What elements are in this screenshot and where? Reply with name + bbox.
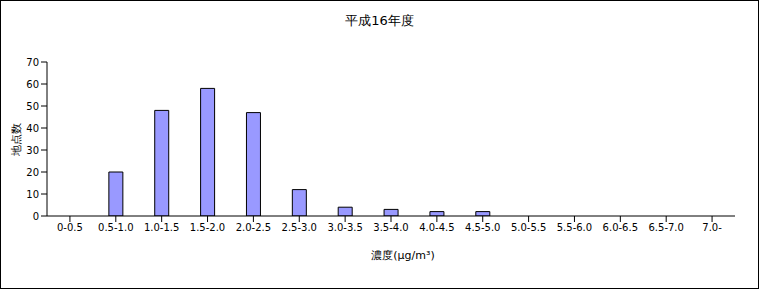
svg-text:1.5-2.0: 1.5-2.0 (190, 222, 225, 233)
svg-text:6.0-6.5: 6.0-6.5 (603, 222, 638, 233)
svg-text:0: 0 (33, 211, 39, 222)
svg-text:50: 50 (26, 101, 39, 112)
svg-text:3.5-4.0: 3.5-4.0 (373, 222, 408, 233)
svg-text:5.0-5.5: 5.0-5.5 (511, 222, 546, 233)
svg-text:4.0-4.5: 4.0-4.5 (419, 222, 454, 233)
svg-text:4.5-5.0: 4.5-5.0 (465, 222, 500, 233)
html-text:平成16年度: 平成16年度 (345, 13, 414, 28)
svg-text:30: 30 (26, 145, 39, 156)
svg-text:0.5-1.0: 0.5-1.0 (98, 222, 133, 233)
svg-text:40: 40 (26, 123, 39, 134)
html-text:濃度(μg/m³): 濃度(μg/m³) (371, 249, 435, 262)
svg-text:6.5-7.0: 6.5-7.0 (648, 222, 683, 233)
svg-text:2.5-3.0: 2.5-3.0 (282, 222, 317, 233)
svg-text:20: 20 (26, 167, 39, 178)
svg-text:7.0-: 7.0- (702, 222, 722, 233)
svg-text:1.0-1.5: 1.0-1.5 (144, 222, 179, 233)
svg-text:5.5-6.0: 5.5-6.0 (557, 222, 592, 233)
svg-text:70: 70 (26, 57, 39, 68)
svg-text:2.0-2.5: 2.0-2.5 (236, 222, 271, 233)
svg-text:10: 10 (26, 189, 39, 200)
html-text:地点数: 地点数 (9, 122, 23, 156)
svg-text:0-0.5: 0-0.5 (57, 222, 83, 233)
svg-text:3.0-3.5: 3.0-3.5 (327, 222, 362, 233)
svg-text:60: 60 (26, 79, 39, 90)
